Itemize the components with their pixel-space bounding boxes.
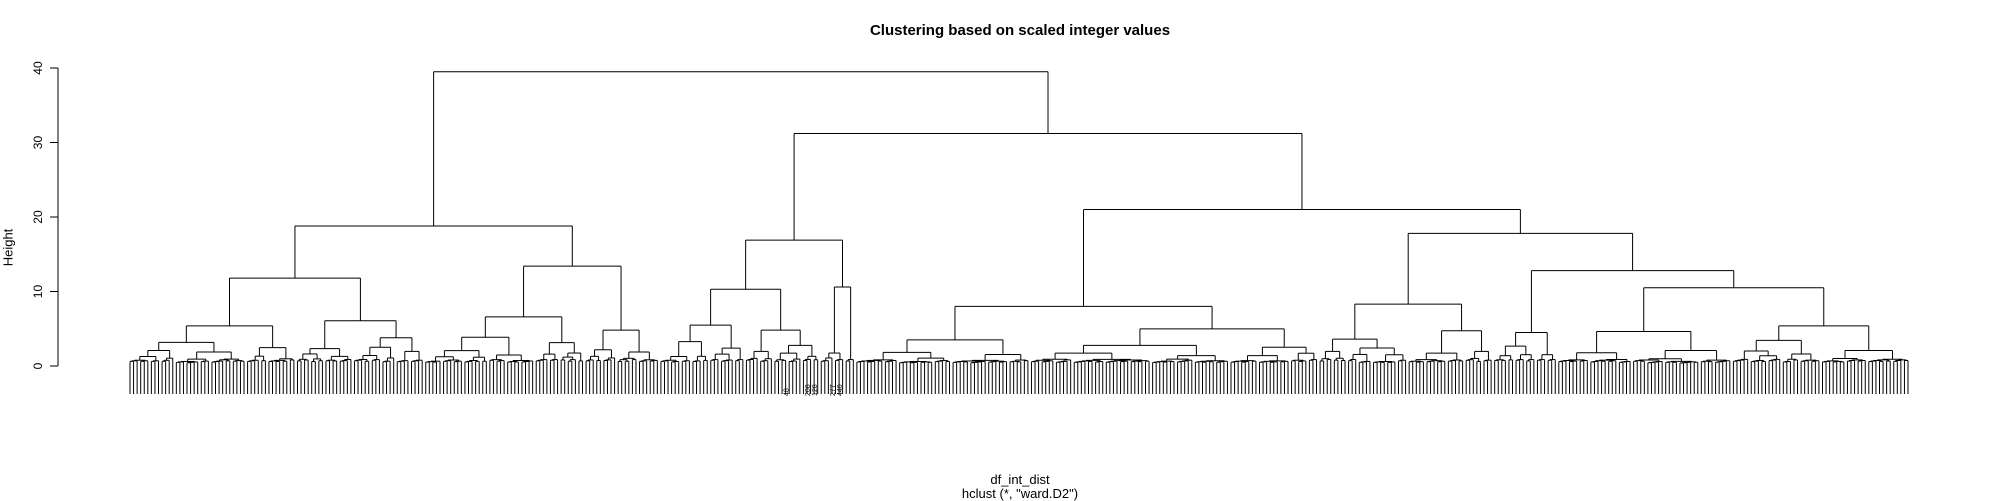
y-tick-label: 0: [31, 362, 45, 369]
x-axis-subtitle: hclust (*, "ward.D2"): [961, 486, 1079, 501]
x-axis-label: df_int_dist: [990, 472, 1050, 487]
chart-title: Clustering based on scaled integer value…: [869, 22, 1171, 39]
leaf-label: 440: [837, 384, 844, 396]
y-tick-label: 40: [31, 61, 45, 75]
leaf-label: 277: [830, 384, 837, 396]
leaf-label: 208: [805, 384, 812, 396]
y-tick-label: 20: [31, 210, 45, 224]
leaf-label: 128: [812, 384, 819, 396]
leaf-label: 48: [784, 388, 791, 396]
y-tick-label: 30: [31, 136, 45, 150]
y-tick-label: 10: [31, 285, 45, 299]
